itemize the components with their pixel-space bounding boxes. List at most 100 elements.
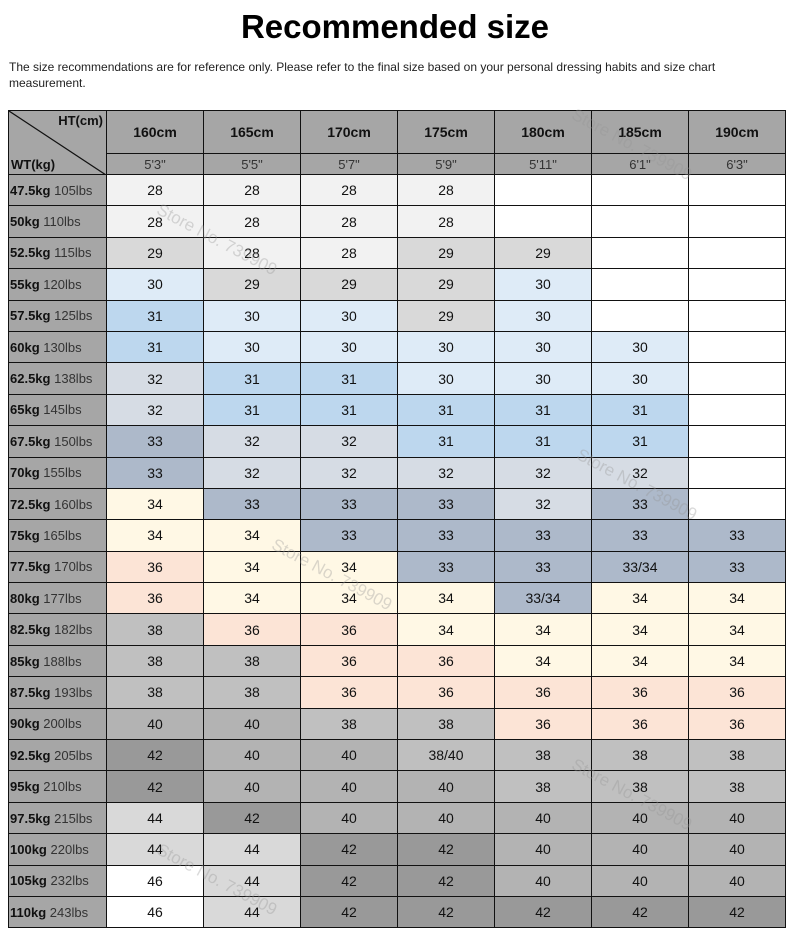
table-row: 62.5kg 138lbs 32 31 31 30 30 30 [8, 362, 786, 395]
size-cell: 30 [591, 362, 689, 395]
size-cell: 34 [106, 487, 204, 521]
table-row: 60kg 130lbs 31 30 30 30 30 30 [8, 330, 786, 364]
weight-label: 85kg 188lbs [8, 644, 107, 678]
size-cell: 38 [203, 644, 301, 678]
height-cm-header: 190cm [688, 110, 786, 154]
weight-kg: 75kg [10, 527, 40, 543]
height-ft-row: 5'3" 5'5" 5'7" 5'9" 5'11" 6'1" 6'3" [9, 153, 786, 175]
height-ft-header: 5'5" [203, 153, 301, 175]
size-cell: 34 [688, 582, 786, 615]
weight-label: 72.5kg 160lbs [8, 487, 107, 521]
table-row: 52.5kg 115lbs 29 28 28 29 29 [8, 236, 786, 270]
size-cell: 30 [494, 268, 592, 301]
size-cell: 34 [300, 582, 398, 615]
size-cell: 29 [397, 236, 495, 270]
weight-lbs: 177lbs [43, 590, 82, 606]
weight-kg: 110kg [10, 904, 47, 920]
height-ft-header: 5'7" [300, 153, 398, 175]
weight-kg: 77.5kg [10, 559, 51, 575]
size-cell: 32 [203, 456, 301, 489]
size-cell: 38 [397, 707, 495, 741]
weight-kg: 97.5kg [10, 810, 51, 826]
size-cell: 36 [300, 644, 398, 678]
size-cell: 31 [203, 362, 301, 395]
table-row: 77.5kg 170lbs 36 34 34 33 33 33/34 33 [8, 550, 786, 584]
weight-kg: 62.5kg [10, 371, 51, 387]
size-cell: 33 [397, 519, 495, 552]
weight-kg: 87.5kg [10, 684, 51, 700]
size-cell: 38 [106, 613, 204, 646]
size-cell: 30 [494, 362, 592, 395]
size-cell: 31 [397, 425, 495, 458]
table-row: 95kg 210lbs 42 40 40 40 38 38 38 [8, 770, 786, 803]
size-cell: 42 [397, 864, 495, 897]
size-cell: 29 [397, 299, 495, 332]
weight-lbs: 160lbs [54, 496, 93, 512]
weight-kg: 100kg [10, 841, 47, 857]
size-cell: 40 [688, 864, 786, 897]
size-cell: 33 [591, 487, 689, 521]
weight-label: 67.5kg 150lbs [8, 425, 107, 458]
size-cell: 32 [106, 362, 204, 395]
size-cell: 38 [591, 770, 689, 803]
size-cell: 44 [106, 801, 204, 835]
size-cell: 32 [203, 425, 301, 458]
weight-label: 92.5kg 205lbs [8, 739, 107, 772]
weight-lbs: 170lbs [54, 559, 93, 575]
size-cell: 34 [591, 644, 689, 678]
table-row: 75kg 165lbs 34 34 33 33 33 33 33 [8, 519, 786, 552]
size-cell: 36 [106, 582, 204, 615]
weight-label: 70kg 155lbs [8, 456, 107, 489]
weight-lbs: 125lbs [54, 308, 93, 324]
size-cell: 42 [203, 801, 301, 835]
size-cell: 46 [106, 895, 204, 929]
size-cell: 33 [106, 425, 204, 458]
size-cell: 30 [591, 330, 689, 364]
size-cell [688, 362, 786, 395]
size-cell: 29 [494, 236, 592, 270]
size-cell: 33/34 [494, 582, 592, 615]
size-cell: 40 [591, 801, 689, 835]
size-cell: 32 [397, 456, 495, 489]
weight-label: 100kg 220lbs [8, 833, 107, 866]
size-cell: 38 [688, 739, 786, 772]
table-row: 65kg 145lbs 32 31 31 31 31 31 [8, 393, 786, 427]
size-cell: 28 [397, 205, 495, 238]
size-cell: 29 [203, 268, 301, 301]
table-row: 85kg 188lbs 38 38 36 36 34 34 34 [8, 644, 786, 678]
size-cell: 33 [300, 487, 398, 521]
table-row: 50kg 110lbs 28 28 28 28 [8, 205, 786, 238]
size-cell [591, 236, 689, 270]
weight-lbs: 105lbs [54, 182, 93, 198]
size-cell: 36 [591, 676, 689, 709]
weight-lbs: 188lbs [43, 653, 82, 669]
size-cell [688, 425, 786, 458]
table-row: 70kg 155lbs 33 32 32 32 32 32 [8, 456, 786, 489]
weight-kg: 85kg [10, 653, 40, 669]
weight-lbs: 200lbs [43, 716, 82, 732]
weight-label: 75kg 165lbs [8, 519, 107, 552]
size-cell: 42 [591, 895, 689, 929]
weight-lbs: 115lbs [54, 245, 92, 261]
size-cell: 28 [106, 205, 204, 238]
size-cell: 42 [397, 833, 495, 866]
size-cell: 40 [397, 770, 495, 803]
size-cell: 42 [106, 770, 204, 803]
weight-lbs: 138lbs [54, 371, 93, 387]
page-title: Recommended size [240, 8, 550, 45]
weight-kg: 67.5kg [10, 433, 51, 449]
size-cell: 36 [300, 676, 398, 709]
size-cell: 38 [106, 644, 204, 678]
size-cell: 33 [494, 519, 592, 552]
weight-kg: 50kg [10, 214, 40, 230]
size-cell: 33 [688, 550, 786, 584]
size-cell: 44 [203, 833, 301, 866]
corner-header: HT(cm) WT(kg) [8, 110, 107, 175]
height-ft-header: 5'11" [494, 153, 592, 175]
weight-lbs: 210lbs [43, 779, 82, 795]
size-cell: 38 [203, 676, 301, 709]
weight-label: 82.5kg 182lbs [8, 613, 107, 646]
weight-label: 52.5kg 115lbs [8, 236, 107, 270]
height-ft-header: 5'9" [397, 153, 495, 175]
size-cell: 38/40 [397, 739, 495, 772]
